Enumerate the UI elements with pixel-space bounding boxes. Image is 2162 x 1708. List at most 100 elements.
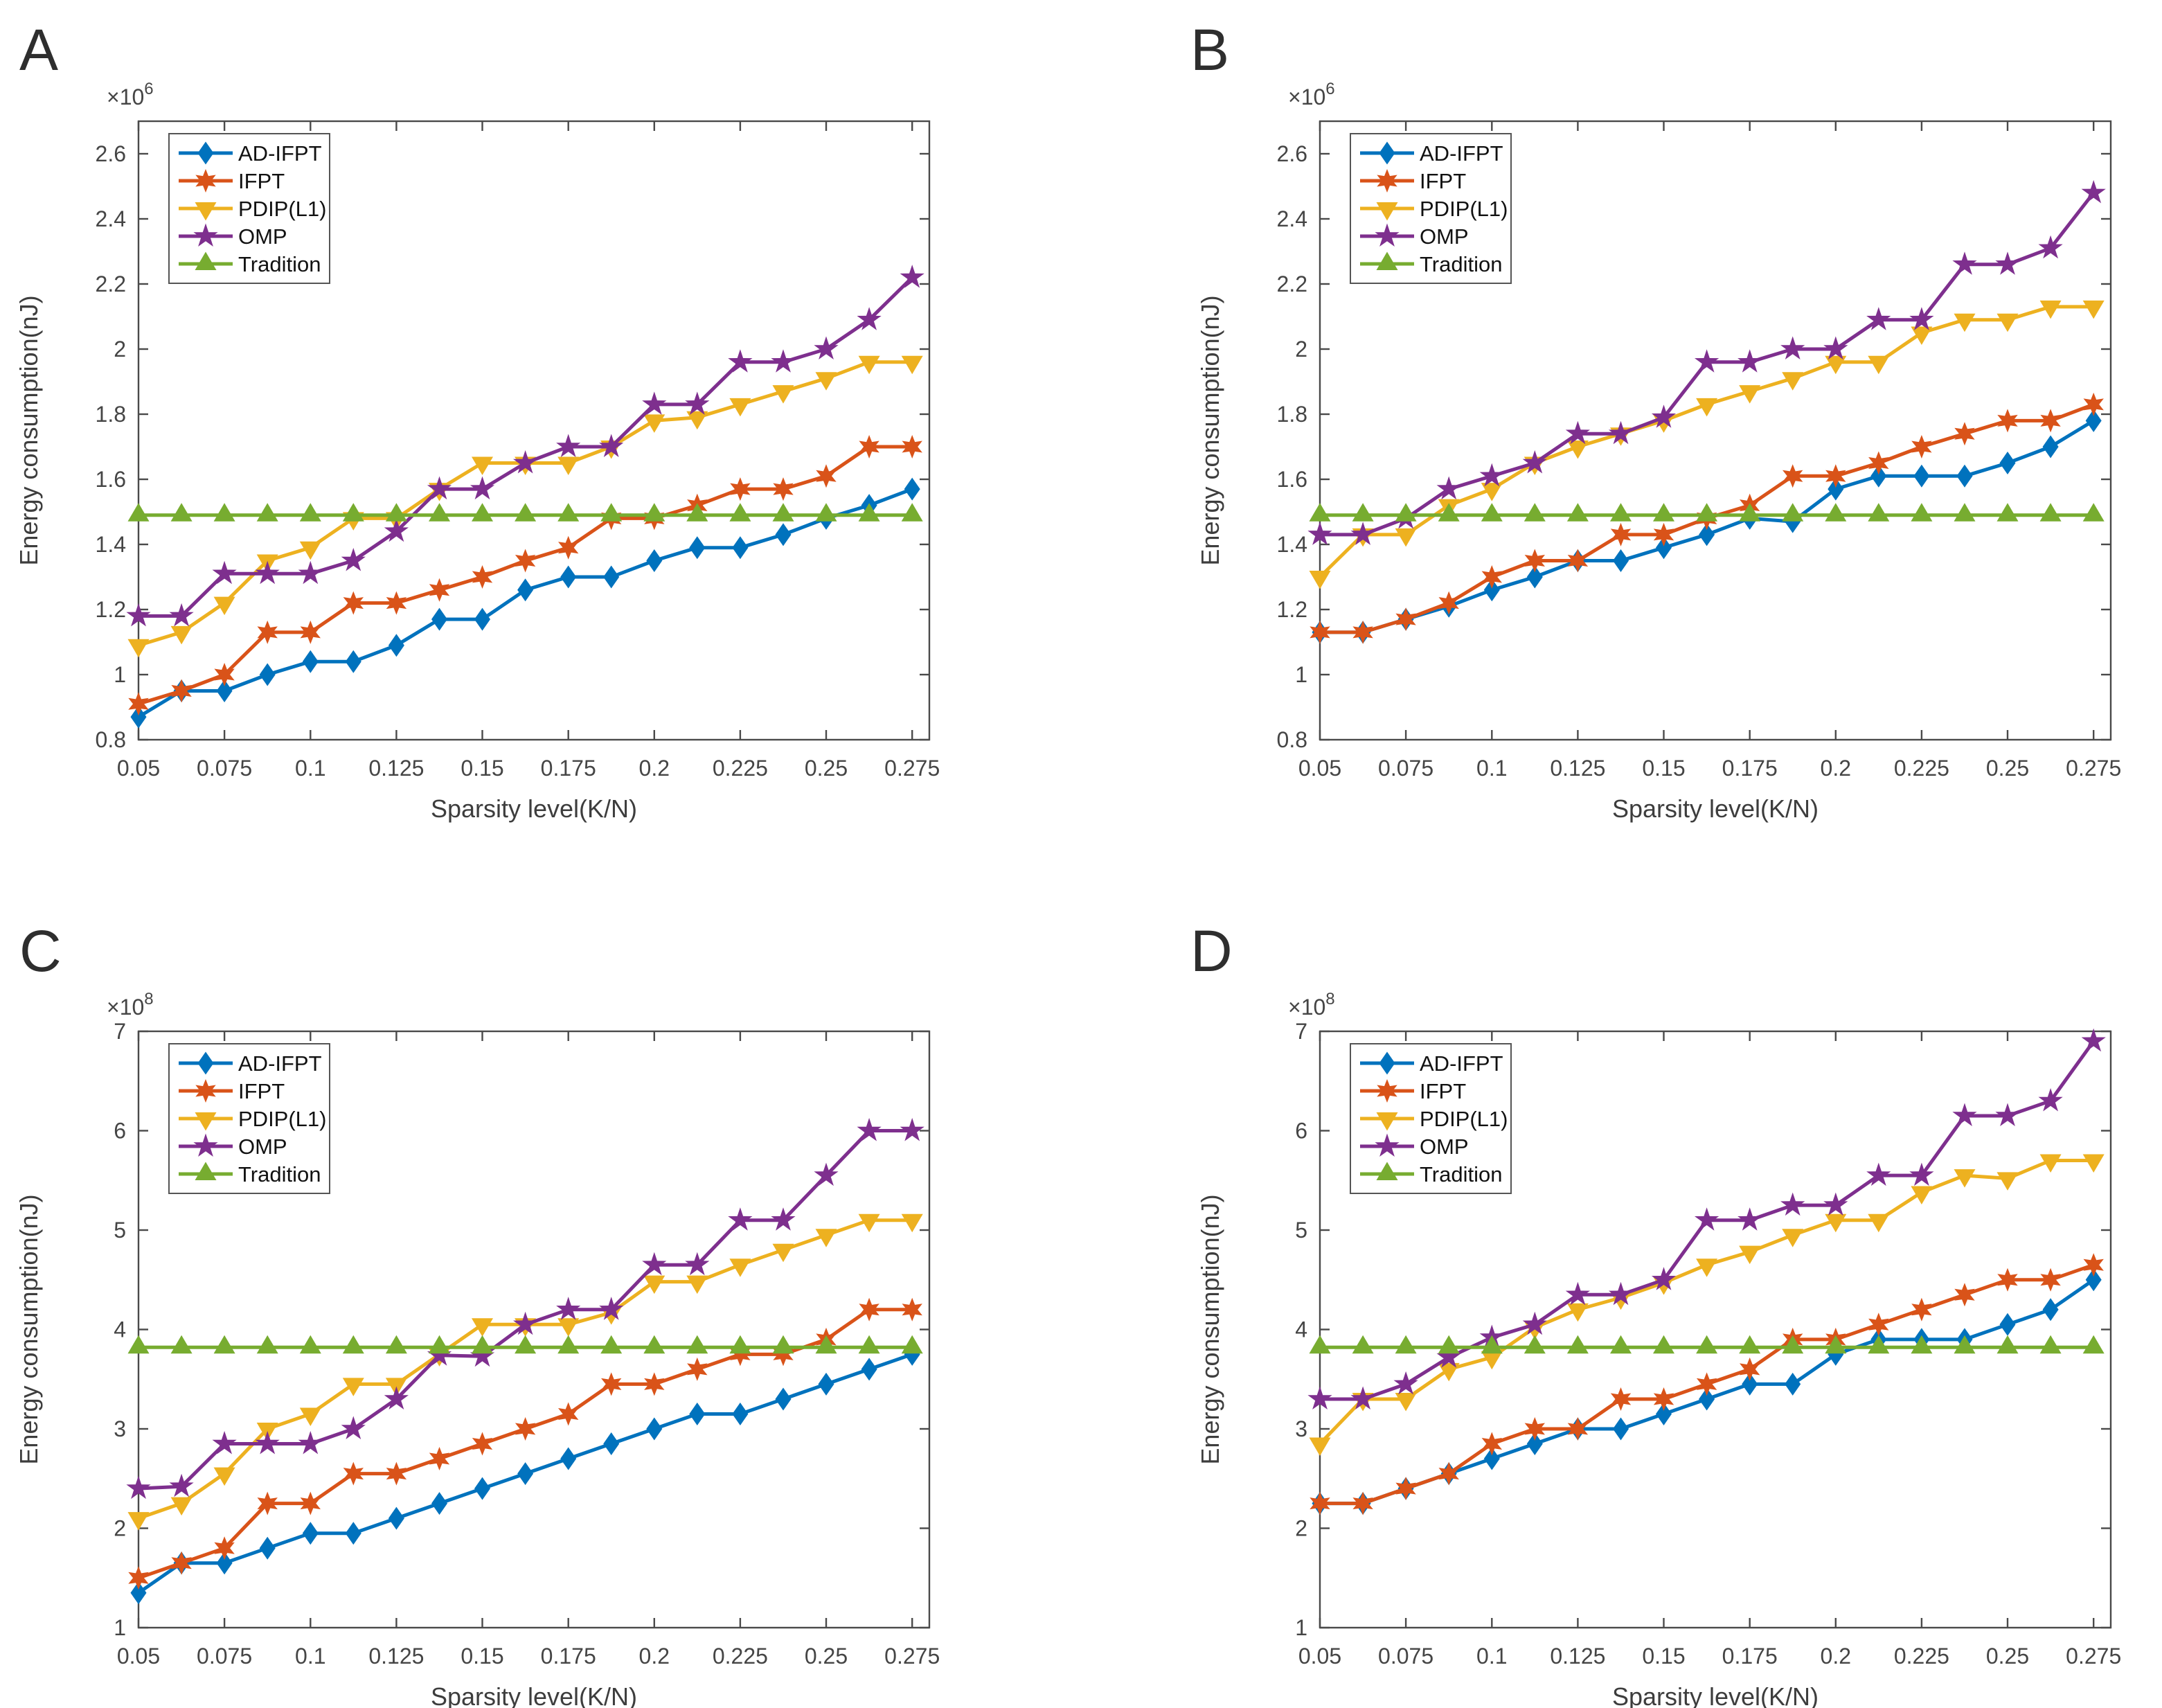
marker-triangle-up (2082, 503, 2105, 522)
marker-triangle-up (1911, 503, 1933, 522)
legend-label: PDIP(L1) (238, 197, 326, 221)
marker-triangle-down (1739, 1245, 1761, 1265)
marker-triangle-up (1825, 1335, 1847, 1354)
marker-pentagram (599, 1297, 624, 1320)
marker-pentagram (513, 450, 538, 474)
x-tick-label: 0.25 (805, 1644, 848, 1669)
marker-triangle-down (1376, 1112, 1398, 1131)
marker-pentagram (2081, 1028, 2106, 1052)
chart-d: 0.05 0.075 0.1 0.125 0.15 0.175 0.2 0.225 0.25 0.… (1196, 990, 2121, 1708)
marker-triangle-down (1868, 1213, 1890, 1233)
marker-hexagram (1997, 409, 2018, 433)
panel-a: A 0.05 0.075 0.1 0.125 0.15 0.175 0.2 0.225 0.25… (0, 0, 1081, 854)
marker-pentagram (1479, 463, 1504, 487)
marker-diamond (2042, 435, 2059, 459)
marker-triangle-down (901, 355, 923, 375)
x-tick-label: 0.05 (1298, 1644, 1341, 1669)
marker-diamond (197, 141, 214, 165)
marker-triangle-up (1739, 503, 1761, 522)
marker-triangle-down (127, 639, 150, 658)
marker-triangle-down (686, 411, 708, 430)
marker-hexagram (429, 578, 450, 602)
marker-triangle-up (256, 503, 278, 522)
marker-diamond (1699, 523, 1715, 546)
marker-triangle-up (1653, 1335, 1674, 1354)
marker-triangle-down (858, 355, 880, 375)
marker-triangle-up (256, 1335, 278, 1354)
marker-triangle-up (429, 1335, 450, 1354)
marker-triangle-up (1481, 1335, 1503, 1354)
marker-diamond (259, 663, 276, 686)
marker-triangle-down (643, 414, 665, 433)
chart-b: 0.05 0.075 0.1 0.125 0.15 0.175 0.2 0.225 0.25 0.… (1196, 80, 2121, 823)
y-axis-label: Energy consumption(nJ) (15, 1194, 43, 1464)
marker-triangle-up (1309, 503, 1331, 522)
marker-pentagram (427, 1342, 452, 1366)
y-axis-exponent: ×108 (107, 990, 154, 1020)
marker-hexagram (1653, 1387, 1674, 1411)
marker-pentagram (470, 1343, 495, 1367)
marker-hexagram (1653, 522, 1674, 546)
marker-diamond (560, 565, 577, 589)
y-tick-label: 2.2 (96, 272, 126, 296)
marker-pentagram (814, 336, 839, 359)
legend-label: IFPT (238, 1079, 285, 1103)
marker-pentagram (685, 391, 710, 415)
panel-d-label: D (1190, 918, 1233, 984)
marker-triangle-down (2082, 300, 2105, 319)
y-tick-label: 2.4 (96, 206, 126, 231)
marker-triangle-down (213, 596, 235, 616)
marker-triangle-down (1395, 528, 1417, 547)
marker-triangle-up (1996, 1335, 2019, 1354)
marker-pentagram (642, 391, 667, 415)
marker-hexagram (687, 1357, 708, 1381)
x-tick-label: 0.1 (1476, 1644, 1507, 1669)
x-axis-label: Sparsity level(K/N) (1612, 1682, 1819, 1708)
x-tick-label: 0.1 (295, 1644, 325, 1669)
x-tick-label: 0.15 (461, 1644, 503, 1669)
marker-diamond (388, 1506, 404, 1530)
y-axis-label: Energy consumption(nJ) (15, 295, 43, 565)
marker-diamond (431, 1492, 447, 1515)
marker-triangle-up (170, 1335, 193, 1354)
y-tick-label: 2 (114, 337, 126, 362)
marker-triangle-up (643, 503, 665, 522)
marker-pentagram (1695, 1207, 1719, 1231)
marker-hexagram (2083, 1253, 2104, 1277)
marker-pentagram (1350, 1386, 1375, 1409)
marker-diamond (732, 536, 749, 560)
x-tick-label: 0.15 (461, 756, 503, 781)
marker-hexagram (472, 1432, 493, 1456)
marker-triangle-down (643, 1275, 665, 1295)
x-tick-label: 0.2 (639, 756, 670, 781)
marker-diamond (2085, 1268, 2102, 1292)
marker-pentagram (1350, 522, 1375, 545)
marker-hexagram (195, 1079, 216, 1103)
marker-pentagram (126, 603, 151, 627)
marker-hexagram (1567, 549, 1589, 573)
marker-triangle-up (1868, 503, 1890, 522)
marker-hexagram (1783, 464, 1803, 488)
x-tick-label: 0.2 (639, 1644, 670, 1669)
y-tick-label: 0.8 (96, 727, 126, 752)
x-tick-label: 0.275 (884, 756, 940, 781)
marker-diamond (1999, 452, 2016, 474)
marker-hexagram (1310, 620, 1330, 644)
marker-diamond (130, 1581, 147, 1605)
legend-label: IFPT (238, 169, 285, 193)
marker-diamond (1999, 1313, 2016, 1336)
x-tick-label: 0.225 (1894, 1644, 1949, 1669)
marker-triangle-down (2082, 1154, 2105, 1173)
marker-triangle-up (686, 1335, 708, 1354)
x-tick-label: 0.25 (1986, 756, 2029, 781)
marker-triangle-up (686, 503, 708, 522)
marker-diamond (345, 1522, 361, 1545)
marker-pentagram (1375, 223, 1400, 247)
marker-diamond (216, 679, 233, 702)
x-tick-label: 0.05 (117, 1644, 160, 1669)
legend-label: Tradition (238, 1162, 321, 1186)
marker-diamond (1526, 565, 1543, 589)
x-tick-label: 0.175 (1722, 756, 1778, 781)
marker-pentagram (1780, 1192, 1805, 1216)
marker-pentagram (1436, 476, 1461, 500)
